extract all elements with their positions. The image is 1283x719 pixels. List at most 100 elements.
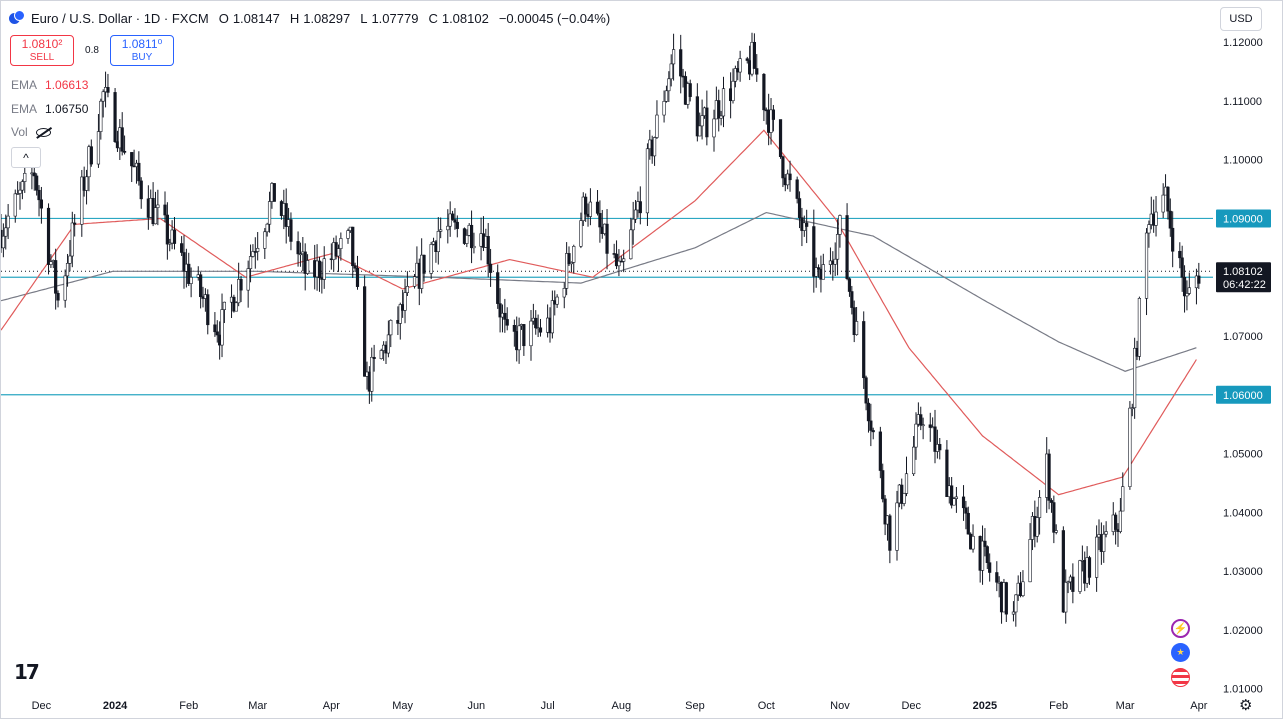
candle-body xyxy=(1035,517,1039,537)
candle-body xyxy=(505,319,509,326)
candle-body xyxy=(719,115,723,119)
candle-body xyxy=(265,223,269,233)
candle-body xyxy=(1078,560,1082,592)
candle-body xyxy=(234,302,238,312)
candle-body xyxy=(1052,502,1056,533)
candle-body xyxy=(645,148,650,214)
candle-body xyxy=(679,49,683,77)
ema2-label: EMA xyxy=(11,102,38,116)
candle-body xyxy=(99,100,103,132)
candle-body xyxy=(579,220,583,247)
candle-body xyxy=(895,502,899,551)
sell-button[interactable]: 1.0810² SELL xyxy=(10,35,74,66)
x-tick-label: Sep xyxy=(685,700,705,712)
candle-body xyxy=(983,540,987,547)
candle-body xyxy=(712,118,716,138)
level-price-label-bg xyxy=(1216,209,1271,228)
candle-body xyxy=(1144,232,1149,299)
candle-body xyxy=(565,253,569,289)
candle-body xyxy=(921,424,925,427)
candle-body xyxy=(379,350,383,360)
vol-label: Vol xyxy=(11,125,28,139)
candle-body xyxy=(370,356,374,392)
candle-body xyxy=(448,213,452,227)
candle-body xyxy=(284,203,288,227)
candle-body xyxy=(412,276,417,287)
us-flag-icon[interactable] xyxy=(1171,668,1190,687)
candle-body xyxy=(23,173,27,182)
symbol-title[interactable]: Euro / U.S. Dollar · 1D · FXCM xyxy=(31,10,209,26)
candle-body xyxy=(355,267,360,287)
currency-button[interactable]: USD xyxy=(1220,7,1262,31)
close-label: C xyxy=(428,10,438,26)
candle-body xyxy=(629,229,633,260)
eu-flag-icon[interactable]: ★ xyxy=(1171,643,1190,662)
candle-body xyxy=(172,229,177,244)
candle-body xyxy=(1185,293,1189,297)
candle-body xyxy=(122,150,127,153)
lightning-icon[interactable]: ⚡ xyxy=(1171,619,1190,638)
y-tick-label: 1.03000 xyxy=(1223,566,1263,578)
candle-body xyxy=(16,193,20,195)
candle-body xyxy=(89,146,93,165)
y-tick-label: 1.12000 xyxy=(1223,37,1263,49)
candle-body xyxy=(964,507,968,514)
candle-body xyxy=(372,356,376,360)
ema-legend-1[interactable]: EMA 1.06613 xyxy=(11,78,88,92)
candle-body xyxy=(153,207,158,225)
candle-body xyxy=(120,127,124,152)
low-value: 1.07779 xyxy=(371,10,419,26)
candle-body xyxy=(446,225,450,231)
candle-body xyxy=(669,63,673,80)
candle-body xyxy=(239,279,243,291)
candle-body xyxy=(187,263,191,284)
x-tick-label: Feb xyxy=(179,700,198,712)
candle-body xyxy=(267,201,272,225)
candle-body xyxy=(914,423,918,448)
candle-body xyxy=(550,300,554,334)
candle-body xyxy=(469,224,474,249)
candle-body xyxy=(988,562,992,573)
candle-body xyxy=(317,260,322,279)
x-tick-label: 2025 xyxy=(973,700,997,712)
candle-body xyxy=(46,207,51,265)
candle-body xyxy=(1137,298,1142,357)
collapse-legend-button[interactable]: ^ xyxy=(11,147,41,168)
candle-body xyxy=(933,426,937,452)
candle-body xyxy=(49,261,53,265)
candle-body xyxy=(180,243,184,253)
buy-button[interactable]: 1.0811⁰ BUY xyxy=(110,35,174,66)
tradingview-logo[interactable]: 17 xyxy=(14,660,40,684)
candle-body xyxy=(797,198,802,218)
gear-icon[interactable]: ⚙ xyxy=(1239,697,1253,714)
ema2-value: 1.06750 xyxy=(45,102,89,116)
candle-body xyxy=(199,274,203,298)
candle-body xyxy=(1071,576,1075,592)
candle-body xyxy=(664,90,669,102)
x-tick-label: Apr xyxy=(1190,700,1207,712)
candle-body xyxy=(778,119,783,157)
candle-body xyxy=(113,92,117,142)
candle-body xyxy=(569,262,573,265)
candle-body xyxy=(850,291,854,308)
candle-body xyxy=(68,255,72,264)
candle-body xyxy=(961,496,966,509)
candle-body xyxy=(1171,227,1175,252)
candle-body xyxy=(1054,530,1058,533)
candle-body xyxy=(84,176,89,191)
candle-body xyxy=(881,470,885,500)
volume-legend[interactable]: Vol xyxy=(11,125,51,139)
candle-body xyxy=(1066,581,1070,584)
ema1-label: EMA xyxy=(11,78,38,92)
close-value: 1.08102 xyxy=(441,10,489,26)
eye-hidden-icon[interactable] xyxy=(35,127,51,137)
candle-body xyxy=(182,252,186,272)
candle-body xyxy=(938,444,942,451)
ema-legend-2[interactable]: EMA 1.06750 xyxy=(11,102,88,116)
candle-body xyxy=(733,68,737,82)
candle-body xyxy=(63,275,67,301)
candle-body xyxy=(695,96,699,137)
candle-body xyxy=(812,226,816,277)
candle-body xyxy=(721,88,726,117)
